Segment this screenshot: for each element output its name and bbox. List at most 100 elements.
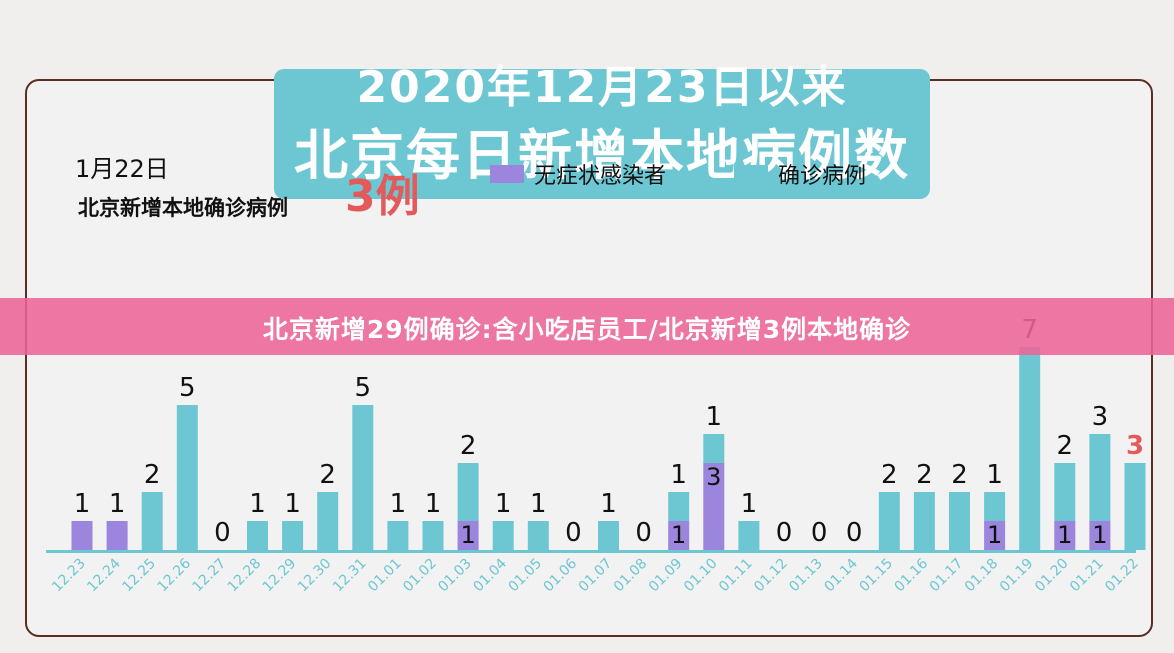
- x-tick-label: 12.24: [84, 555, 124, 595]
- summary-date: 1月22日: [75, 155, 169, 183]
- page-title: 北京每日新增本地病例数: [294, 124, 910, 187]
- bar-confirmed: [949, 492, 970, 550]
- bar-value-label: 2: [319, 460, 336, 490]
- x-tick-label: 01.18: [962, 556, 1002, 596]
- bar-confirmed: [176, 405, 198, 550]
- x-tick-label: 01.19: [997, 556, 1037, 596]
- bar-value-label: 2: [1057, 431, 1074, 461]
- x-tick-label: 01.21: [1067, 556, 1107, 596]
- x-tick-label: 01.04: [470, 555, 510, 595]
- legend-label-asymptomatic: 无症状感染者: [534, 164, 667, 189]
- legend-confirmed: 确诊病例: [734, 158, 866, 190]
- bar-confirmed: [913, 492, 935, 550]
- bar-confirmed: [141, 492, 163, 550]
- bar-value-label: 1: [706, 402, 723, 432]
- bar-asymptomatic: [71, 521, 93, 550]
- bar-value-label: 1: [109, 489, 126, 519]
- bar-value-label: 0: [846, 518, 863, 548]
- x-tick-label: 01.09: [646, 556, 686, 596]
- title-box: 2020年12月23日以来 北京每日新增本地病例数: [274, 62, 930, 199]
- x-tick-label: 01.16: [892, 555, 932, 595]
- bar-asymptomatic: [703, 463, 725, 550]
- bar-value-label: 1: [530, 489, 547, 519]
- x-tick-label: 01.22: [1102, 556, 1142, 596]
- bar-value-label: 2: [951, 460, 968, 490]
- bar-asymptomatic: [1089, 521, 1111, 550]
- x-tick-label: 01.17: [927, 556, 967, 596]
- bar-value-label: 0: [776, 518, 793, 548]
- bar-confirmed: [1124, 463, 1146, 550]
- x-tick-label: 12.29: [260, 556, 300, 596]
- bar-asymptomatic: [457, 521, 479, 550]
- x-tick-label: 01.10: [681, 556, 721, 596]
- x-tick-label: 12.26: [154, 555, 194, 595]
- x-tick-label: 01.20: [1032, 556, 1072, 596]
- bar-value-label: 5: [179, 373, 196, 403]
- x-tick-label: 12.31: [330, 556, 370, 596]
- x-tick-label: 01.13: [786, 556, 826, 596]
- bar-inner-label: 1: [460, 521, 475, 549]
- bar-value-label: 0: [565, 518, 582, 548]
- x-tick-label: 12.28: [225, 556, 265, 596]
- bar-value-label: 1: [741, 489, 758, 519]
- x-tick-label: 01.07: [576, 556, 616, 596]
- x-tick-label: 12.25: [119, 556, 159, 596]
- bar-confirmed: [668, 492, 690, 521]
- bar-confirmed: [247, 521, 268, 550]
- bar-asymptomatic: [1054, 521, 1076, 550]
- title-line1: 2020年12月23日以来: [356, 62, 848, 113]
- bar-confirmed: [492, 521, 514, 550]
- x-tick-label: 01.11: [716, 556, 756, 596]
- bar-confirmed: [984, 492, 1006, 521]
- x-tick-label: 12.30: [295, 556, 335, 596]
- x-tick-label: 12.27: [190, 556, 230, 596]
- bar-confirmed: [387, 521, 409, 550]
- legend-asymptomatic: 无症状感染者: [490, 158, 666, 190]
- bar-confirmed: [317, 492, 339, 550]
- headline-text: 北京新增29例确诊:含小吃店员工/北京新增3例本地确诊: [262, 315, 912, 344]
- bar-value-label: 1: [425, 489, 442, 519]
- bar-value-label: 1: [670, 460, 687, 490]
- bar-confirmed: [352, 405, 374, 550]
- bar-value-label: 1: [284, 489, 301, 519]
- bar-value-label: 1: [74, 489, 91, 519]
- x-tick-label: 01.08: [611, 556, 651, 596]
- x-tick-label: 12.23: [49, 556, 89, 596]
- legend-label-confirmed: 确诊病例: [778, 164, 867, 189]
- bar-confirmed: [1054, 463, 1076, 521]
- bar-asymptomatic: [106, 521, 128, 550]
- x-tick-label: 01.12: [751, 556, 791, 596]
- bar-value-label: 2: [460, 431, 477, 461]
- legend-swatch-confirmed: [734, 165, 768, 183]
- bar-confirmed: [1089, 434, 1111, 521]
- x-tick-label: 01.05: [505, 556, 545, 596]
- x-tick-label: 01.02: [400, 556, 440, 596]
- bar-confirmed: [598, 521, 619, 550]
- bar-confirmed: [738, 521, 760, 550]
- chart-panel: 2020年12月23日以来 北京每日新增本地病例数: [25, 62, 1153, 637]
- legend-swatch-asymptomatic: [490, 165, 524, 183]
- bar-value-label: 1: [986, 460, 1003, 490]
- bar-inner-label: 1: [1092, 521, 1107, 549]
- bar-value-label: 5: [355, 373, 372, 403]
- headline-banner: 北京新增29例确诊:含小吃店员工/北京新增3例本地确诊: [0, 298, 1174, 355]
- bar-inner-label: 1: [1057, 521, 1072, 549]
- bar-value-label: 1: [600, 489, 617, 519]
- summary-count: 3例: [345, 171, 420, 222]
- bar-confirmed: [703, 434, 725, 463]
- bar-asymptomatic: [668, 521, 690, 550]
- bar-value-label: 0: [811, 518, 828, 548]
- x-tick-label: 01.14: [821, 555, 861, 595]
- bar-inner-label: 3: [706, 463, 721, 491]
- x-tick-label: 01.03: [435, 556, 475, 596]
- bar-confirmed: [457, 463, 479, 521]
- bar-value-label: 0: [214, 518, 231, 548]
- bar-inner-label: 1: [671, 521, 686, 549]
- x-tick-label: 01.01: [365, 556, 405, 596]
- bar-value-label: 2: [916, 460, 933, 490]
- bar-inner-label: 1: [987, 521, 1002, 549]
- bar-value-label: 0: [635, 518, 652, 548]
- bar-value-label: 3: [1092, 402, 1109, 432]
